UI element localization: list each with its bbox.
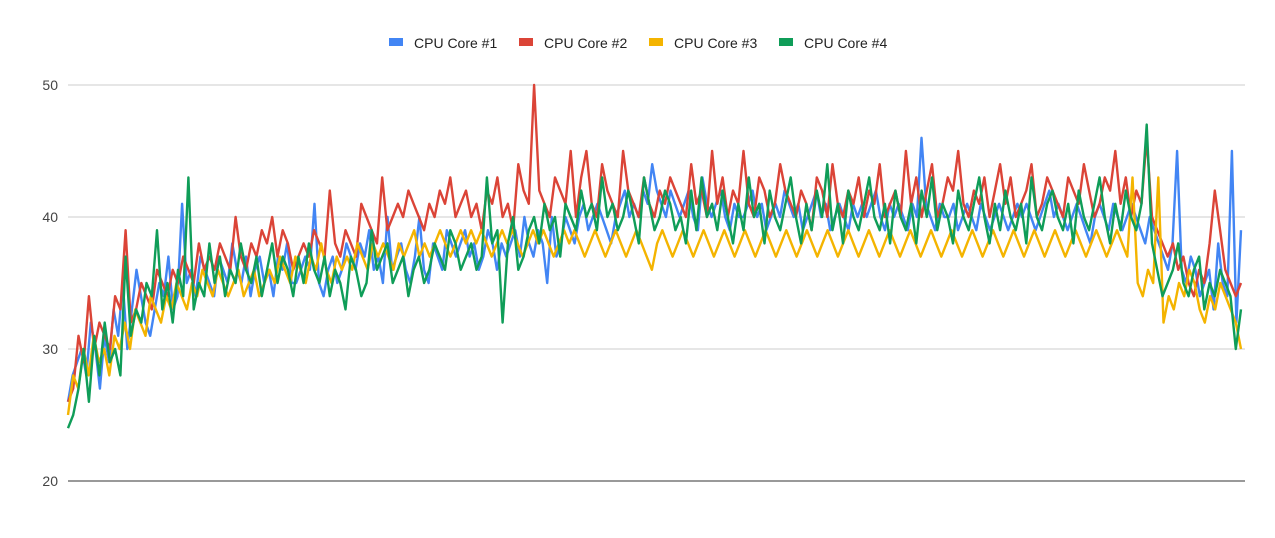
y-axis-ticks: 20 30 40 50	[42, 77, 58, 489]
y-tick-label: 40	[42, 209, 58, 225]
legend-swatch	[389, 38, 403, 46]
legend-item[interactable]: CPU Core #3	[649, 35, 757, 51]
legend-item[interactable]: CPU Core #1	[389, 35, 497, 51]
y-tick-label: 50	[42, 77, 58, 93]
legend: CPU Core #1 CPU Core #2 CPU Core #3 CPU Cor…	[389, 35, 887, 51]
legend-swatch	[519, 38, 533, 46]
legend-item[interactable]: CPU Core #2	[519, 35, 627, 51]
legend-swatch	[779, 38, 793, 46]
legend-item[interactable]: CPU Core #4	[779, 35, 887, 51]
y-tick-label: 30	[42, 341, 58, 357]
legend-label: CPU Core #1	[414, 35, 497, 51]
y-tick-label: 20	[42, 473, 58, 489]
series-layer	[66, 83, 1243, 429]
series-line-core-2	[66, 83, 1243, 403]
legend-swatch	[649, 38, 663, 46]
legend-label: CPU Core #3	[674, 35, 757, 51]
legend-label: CPU Core #4	[804, 35, 887, 51]
series-line-core-1	[66, 136, 1243, 403]
series-line-core-4	[66, 123, 1243, 429]
gridlines	[68, 84, 1245, 482]
legend-label: CPU Core #2	[544, 35, 627, 51]
